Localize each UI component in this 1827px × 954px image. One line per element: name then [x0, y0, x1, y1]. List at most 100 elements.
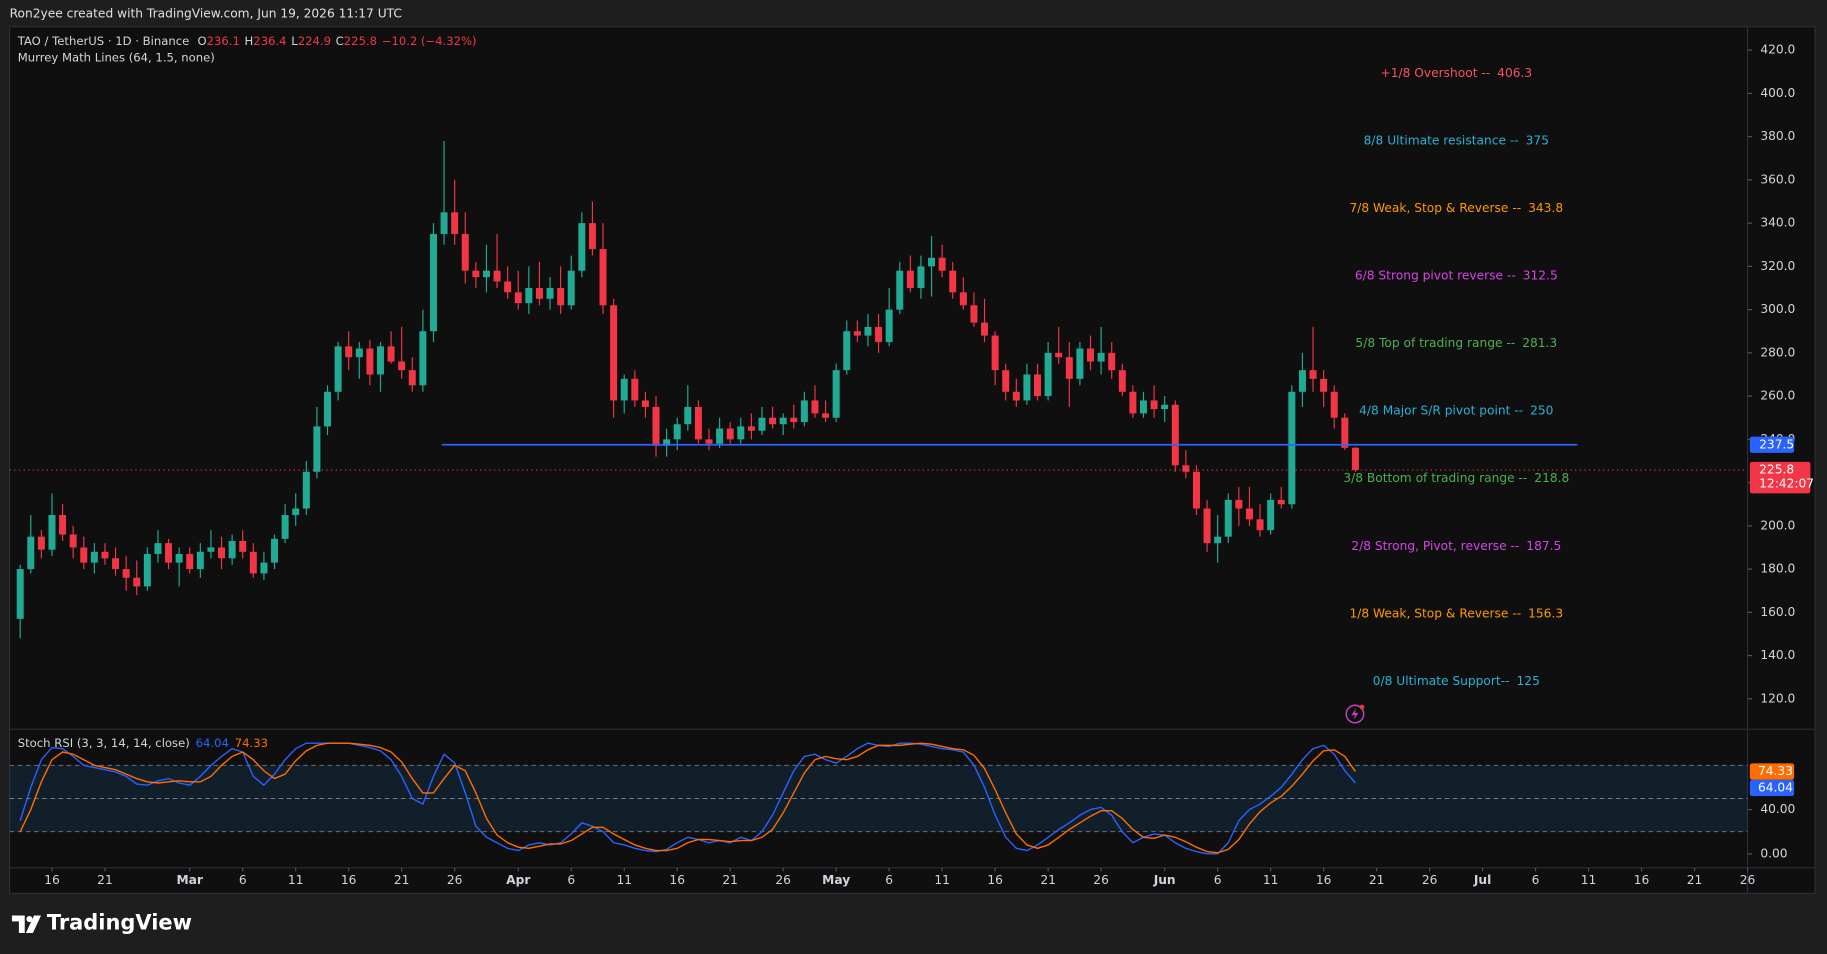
logo-text: TradingView — [47, 911, 192, 935]
murrey-label: 5/8 Top of trading range -- 281.3 — [1355, 336, 1557, 350]
candle-body — [588, 223, 596, 250]
candle — [1034, 363, 1042, 401]
candle — [366, 339, 374, 386]
candle-body — [981, 322, 989, 336]
candle — [599, 223, 607, 314]
candle — [1065, 342, 1073, 407]
candle-body — [896, 270, 904, 310]
candle-body — [864, 326, 872, 336]
candle — [631, 370, 639, 407]
candle — [1129, 385, 1137, 418]
rsi-legend: Stoch RSI (3, 3, 14, 14, close) 64.04 74.3… — [18, 736, 268, 750]
candle — [896, 262, 904, 314]
candle-body — [1076, 348, 1084, 379]
candle-body — [694, 406, 702, 440]
candle-body — [769, 417, 777, 425]
last-price-label: 225.8 — [1759, 463, 1794, 477]
candle-body — [101, 551, 109, 559]
murrey-name: 2/8 Strong, Pivot, reverse -- — [1351, 538, 1519, 552]
candle-body — [281, 515, 289, 539]
candle — [281, 504, 289, 544]
candle-body — [546, 287, 554, 299]
candle-body — [472, 270, 480, 278]
candle-body — [482, 270, 490, 278]
candle — [69, 525, 77, 559]
candle — [1298, 352, 1306, 407]
candle-body — [1065, 357, 1073, 379]
candle — [832, 363, 840, 423]
candle-body — [1097, 352, 1105, 362]
murrey-value: 281.3 — [1522, 336, 1557, 350]
ohlc-value: 236.4 — [253, 33, 286, 47]
candle — [112, 547, 120, 576]
candle-body — [16, 569, 24, 619]
candle — [1139, 391, 1147, 418]
candle — [80, 536, 88, 570]
candle — [1055, 326, 1063, 364]
x-tick-label: 16 — [341, 873, 357, 887]
x-tick-label: 16 — [1634, 873, 1650, 887]
x-tick-label: 26 — [447, 873, 463, 887]
candle-body — [228, 540, 236, 559]
candle-body — [949, 270, 957, 293]
candle — [1044, 342, 1052, 401]
candle-body — [1044, 352, 1052, 397]
candle — [1012, 378, 1020, 407]
candle — [610, 298, 618, 418]
murrey-label: 7/8 Weak, Stop & Reverse -- 343.8 — [1349, 200, 1563, 214]
candle-body — [27, 536, 35, 570]
candle-body — [832, 370, 840, 418]
candle — [101, 543, 109, 565]
candle-body — [387, 346, 395, 362]
murrey-value: 406.3 — [1497, 65, 1532, 79]
candle — [769, 406, 777, 429]
candle — [991, 331, 999, 386]
candle-body — [928, 257, 936, 267]
candle — [938, 244, 946, 278]
candle-body — [165, 543, 173, 563]
candle-body — [1108, 352, 1116, 371]
ohlc-value: 236.1 — [207, 33, 240, 47]
candle-body — [1298, 370, 1306, 392]
candle — [843, 320, 851, 375]
candle — [1171, 400, 1179, 472]
logo-icon — [11, 915, 42, 934]
candle-body — [1235, 499, 1243, 509]
candle-body — [1320, 378, 1328, 392]
candle — [779, 413, 787, 436]
x-tick-label: 26 — [1740, 873, 1756, 887]
indicator-legend: Murrey Math Lines (64, 1.5, none) — [18, 51, 215, 65]
y-tick-label: 400.0 — [1760, 86, 1795, 100]
candle-body — [885, 309, 893, 343]
hline-tag — [1749, 436, 1795, 453]
countdown: 12:42:07 — [1759, 477, 1814, 491]
candle-body — [811, 400, 819, 414]
candle-body — [122, 569, 130, 578]
candle — [525, 266, 533, 314]
y-tick-label: 180.0 — [1760, 562, 1795, 576]
x-tick-label: 26 — [775, 873, 791, 887]
candle-body — [906, 270, 914, 288]
candle-body — [1161, 404, 1169, 410]
ohlc-label: C — [336, 33, 344, 47]
candle-body — [673, 424, 681, 440]
x-tick-label: 21 — [394, 873, 410, 887]
murrey-name: 3/8 Bottom of trading range -- — [1343, 471, 1527, 485]
murrey-label: 4/8 Major S/R pivot point -- 250 — [1359, 403, 1553, 417]
plot: 120.0140.0160.0180.0200.0220.0240.0260.0… — [9, 33, 1814, 887]
rsi-tick-label: 0.00 — [1760, 846, 1787, 860]
candle-body — [853, 331, 861, 336]
rsi-tick-label: 40.00 — [1760, 802, 1795, 816]
candle — [271, 534, 279, 570]
candle-body — [493, 270, 501, 282]
hline-tag-label: 237.5 — [1759, 437, 1794, 451]
candle-body — [37, 536, 45, 550]
candle-body — [620, 378, 628, 401]
candle — [165, 538, 173, 570]
candle — [928, 236, 936, 297]
candle-body — [186, 553, 194, 570]
candle — [864, 313, 872, 347]
x-tick-label: 21 — [1040, 873, 1056, 887]
candle-body — [1267, 499, 1275, 531]
